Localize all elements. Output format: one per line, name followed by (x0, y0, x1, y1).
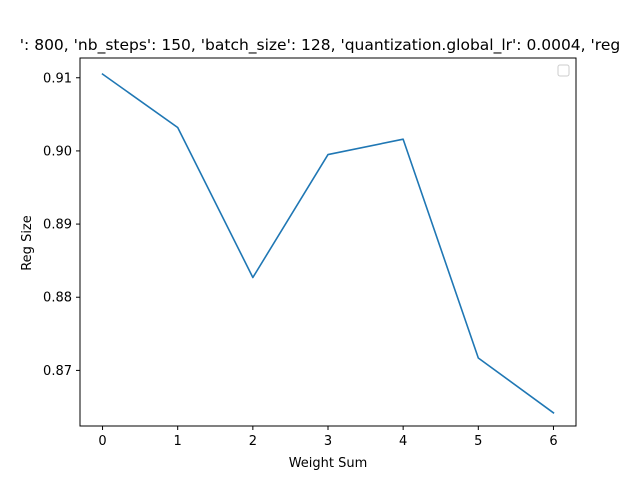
x-tick-label: 6 (549, 434, 557, 449)
y-tick-label: 0.87 (43, 364, 72, 379)
x-tick-label: 0 (98, 434, 106, 449)
y-axis-label: Reg Size (20, 215, 35, 271)
x-tick-label: 5 (474, 434, 482, 449)
y-tick-label: 0.88 (43, 291, 72, 306)
x-tick-label: 3 (324, 434, 332, 449)
y-tick-label: 0.91 (43, 71, 72, 86)
axes-frame (79, 57, 577, 427)
x-tick-label: 2 (249, 434, 257, 449)
y-tick-label: 0.89 (43, 218, 72, 233)
plot-area: 0 1 2 3 4 5 6 0.87 0.88 0.89 0.90 0.91 (43, 57, 577, 449)
y-tick-label: 0.90 (43, 144, 72, 159)
series-line (101, 72, 555, 414)
x-tick-label: 1 (174, 434, 182, 449)
x-tick-label: 4 (399, 434, 407, 449)
legend-box (557, 64, 570, 77)
chart-title: ': 800, 'nb_steps': 150, 'batch_size': 1… (20, 36, 620, 55)
x-axis-label: Weight Sum (289, 456, 368, 471)
